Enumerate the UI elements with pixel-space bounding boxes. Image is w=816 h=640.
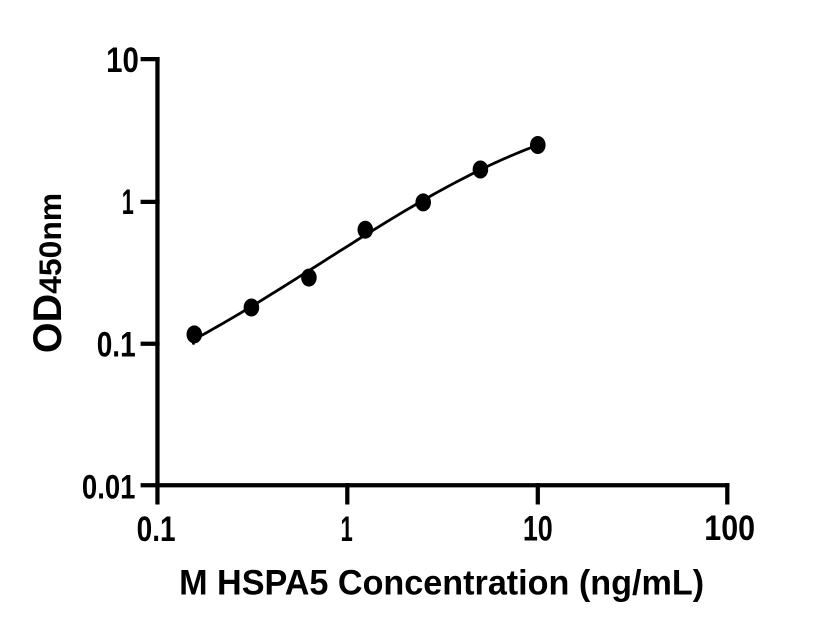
svg-text:0.1: 0.1 — [97, 325, 136, 365]
svg-text:10: 10 — [523, 509, 553, 548]
svg-text:OD450nm: OD450nm — [26, 193, 70, 353]
svg-text:100: 100 — [704, 508, 755, 547]
svg-text:M HSPA5 Concentration (ng/mL): M HSPA5 Concentration (ng/mL) — [179, 563, 704, 603]
svg-text:1: 1 — [122, 184, 134, 222]
svg-text:10: 10 — [106, 41, 139, 80]
svg-text:1: 1 — [340, 511, 352, 549]
svg-text:0.01: 0.01 — [82, 468, 136, 506]
svg-text:0.1: 0.1 — [137, 509, 176, 549]
